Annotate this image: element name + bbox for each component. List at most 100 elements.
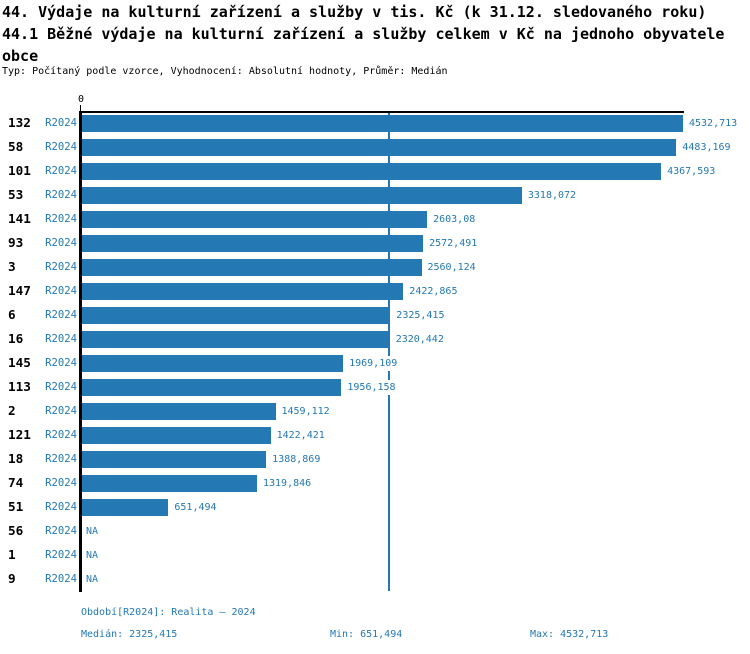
row-id-label: 51 — [8, 499, 24, 514]
bar-value-label: 1956,158 — [346, 379, 397, 395]
period-link[interactable]: R2024 — [45, 261, 77, 273]
bar — [82, 306, 391, 324]
chart-row: 18 R2024 1388,869 — [0, 447, 750, 471]
bar-value-label: 1969,109 — [348, 355, 399, 371]
row-id-label: 132 — [8, 115, 31, 130]
bar-value-label: NA — [85, 571, 100, 587]
period-link[interactable]: R2024 — [45, 213, 77, 225]
bar-value-label: 1388,869 — [271, 451, 322, 467]
chart-row: 6 R2024 2325,415 — [0, 303, 750, 327]
chart-row: 3 R2024 2560,124 — [0, 255, 750, 279]
chart-row: 16 R2024 2320,442 — [0, 327, 750, 351]
period-link[interactable]: R2024 — [45, 285, 77, 297]
bar-value-label: 4367,593 — [666, 163, 717, 179]
bar-value-label: 3318,072 — [526, 187, 578, 203]
row-id-label: 2 — [8, 403, 16, 418]
bar — [82, 138, 677, 156]
bar-value-label: 1319,846 — [262, 475, 313, 491]
bar — [82, 426, 271, 444]
bar — [82, 450, 267, 468]
row-id-label: 93 — [8, 235, 24, 250]
period-link[interactable]: R2024 — [45, 309, 77, 321]
axis-zero-tick — [80, 105, 81, 111]
bar-value-label: 2572,491 — [428, 235, 479, 251]
chart-subtitle: 44.1 Běžné výdaje na kulturní zařízení a… — [2, 25, 725, 65]
bar-value-label: 651,494 — [173, 499, 218, 515]
period-link[interactable]: R2024 — [45, 357, 77, 369]
bar — [82, 114, 683, 132]
row-id-label: 16 — [8, 331, 24, 346]
period-link[interactable]: R2024 — [45, 477, 77, 489]
chart-meta: Typ: Počítaný podle vzorce, Vyhodnocení:… — [2, 66, 448, 77]
bar-value-label: 1459,112 — [280, 403, 331, 419]
bar-value-label: 4532,713 — [688, 115, 739, 131]
chart-row: 145 R2024 1969,109 — [0, 351, 750, 375]
bar — [82, 354, 344, 372]
bar-value-label: 2603,08 — [432, 211, 477, 227]
chart-row: 51 R2024 651,494 — [0, 495, 750, 519]
chart-title: 44. Výdaje na kulturní zařízení a služby… — [2, 3, 707, 21]
axis-zero-tick-label: 0 — [77, 94, 85, 105]
chart-row: 147 R2024 2422,865 — [0, 279, 750, 303]
bar-value-label: NA — [85, 523, 100, 539]
chart-row: 132 R2024 4532,713 — [0, 111, 750, 135]
period-link[interactable]: R2024 — [45, 333, 77, 345]
period-link[interactable]: R2024 — [45, 237, 77, 249]
chart-row: 9 R2024 NA — [0, 567, 750, 591]
y-axis-line — [79, 111, 82, 592]
footer-period: Období[R2024]: Realita – 2024 — [81, 607, 256, 618]
period-link[interactable]: R2024 — [45, 501, 77, 513]
bar — [82, 474, 257, 492]
bar — [82, 186, 522, 204]
bar-value-label: 1422,421 — [275, 427, 326, 443]
bar-value-label: 2325,415 — [395, 307, 446, 323]
bar — [82, 498, 169, 516]
chart-row: 121 R2024 1422,421 — [0, 423, 750, 447]
row-id-label: 58 — [8, 139, 24, 154]
bar — [82, 402, 276, 420]
x-axis-line — [80, 111, 684, 113]
chart-row: 93 R2024 2572,491 — [0, 231, 750, 255]
row-id-label: 56 — [8, 523, 24, 538]
period-link[interactable]: R2024 — [45, 453, 77, 465]
chart-row: 1 R2024 NA — [0, 543, 750, 567]
chart-row: 53 R2024 3318,072 — [0, 183, 750, 207]
row-id-label: 1 — [8, 547, 16, 562]
footer-max: Max: 4532,713 — [530, 629, 609, 640]
row-id-label: 18 — [8, 451, 24, 466]
bar-value-label: NA — [85, 547, 100, 563]
row-id-label: 113 — [8, 379, 31, 394]
bar-value-label: 2560,124 — [426, 259, 477, 275]
bar — [82, 162, 662, 180]
footer-min: Min: 651,494 — [330, 629, 403, 640]
row-id-label: 147 — [8, 283, 31, 298]
bar-value-label: 4483,169 — [681, 139, 732, 155]
period-link[interactable]: R2024 — [45, 381, 77, 393]
chart-row: 56 R2024 NA — [0, 519, 750, 543]
period-link[interactable]: R2024 — [45, 189, 77, 201]
period-link[interactable]: R2024 — [45, 573, 77, 585]
chart-row: 58 R2024 4483,169 — [0, 135, 750, 159]
chart-row: 141 R2024 2603,08 — [0, 207, 750, 231]
row-id-label: 53 — [8, 187, 24, 202]
row-id-label: 74 — [8, 475, 24, 490]
median-line — [388, 113, 391, 591]
chart-row: 74 R2024 1319,846 — [0, 471, 750, 495]
bar — [82, 330, 390, 348]
row-id-label: 121 — [8, 427, 31, 442]
row-id-label: 9 — [8, 571, 16, 586]
row-id-label: 3 — [8, 259, 16, 274]
row-id-label: 101 — [8, 163, 31, 178]
period-link[interactable]: R2024 — [45, 141, 77, 153]
period-link[interactable]: R2024 — [45, 429, 77, 441]
period-link[interactable]: R2024 — [45, 405, 77, 417]
row-id-label: 6 — [8, 307, 16, 322]
chart-row: 101 R2024 4367,593 — [0, 159, 750, 183]
chart-title-block: 44. Výdaje na kulturní zařízení a služby… — [2, 1, 749, 67]
period-link[interactable]: R2024 — [45, 525, 77, 537]
period-link[interactable]: R2024 — [45, 549, 77, 561]
period-link[interactable]: R2024 — [45, 117, 77, 129]
bar — [82, 234, 424, 252]
period-link[interactable]: R2024 — [45, 165, 77, 177]
